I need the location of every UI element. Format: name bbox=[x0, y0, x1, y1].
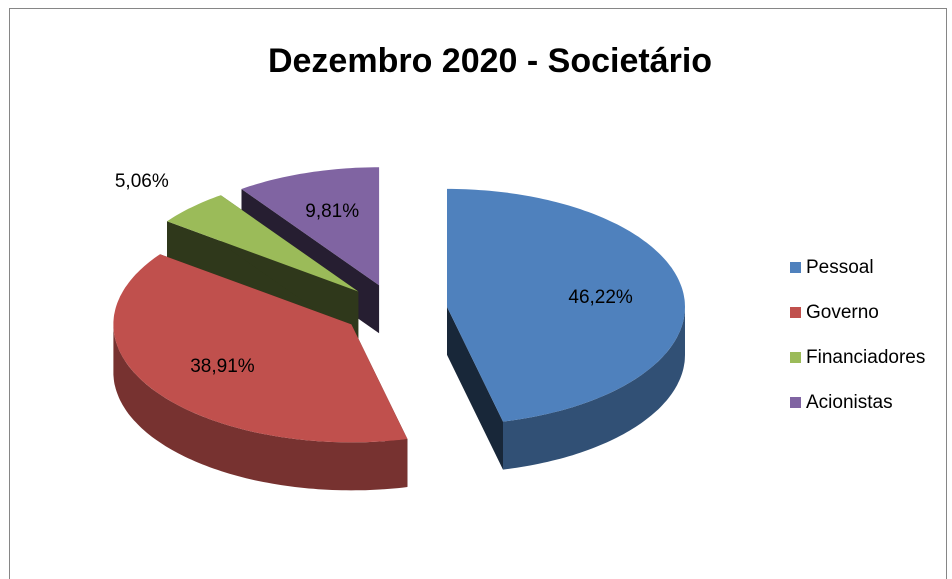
slice bbox=[447, 188, 685, 422]
legend-label: Acionistas bbox=[806, 392, 893, 413]
slice-side bbox=[503, 306, 685, 470]
legend-label: Financiadores bbox=[806, 347, 925, 368]
chart-border bbox=[9, 8, 947, 579]
data-label: 46,22% bbox=[568, 287, 633, 308]
legend-swatch bbox=[790, 307, 801, 318]
slice bbox=[113, 254, 408, 443]
data-label: 5,06% bbox=[115, 171, 169, 192]
data-label: 38,91% bbox=[190, 356, 255, 377]
data-label: 9,81% bbox=[305, 201, 359, 222]
legend-swatch bbox=[790, 262, 801, 273]
chart-title: Dezembro 2020 - Societário bbox=[268, 42, 712, 80]
slice bbox=[113, 254, 408, 491]
legend-swatch bbox=[790, 352, 801, 363]
slice bbox=[241, 167, 380, 286]
slice bbox=[167, 195, 359, 292]
legend-label: Pessoal bbox=[806, 257, 874, 278]
legend-swatch bbox=[790, 397, 801, 408]
slice-side bbox=[113, 324, 408, 491]
legend-label: Governo bbox=[806, 302, 879, 323]
slice bbox=[447, 188, 685, 470]
slice-cut-face bbox=[447, 306, 503, 470]
